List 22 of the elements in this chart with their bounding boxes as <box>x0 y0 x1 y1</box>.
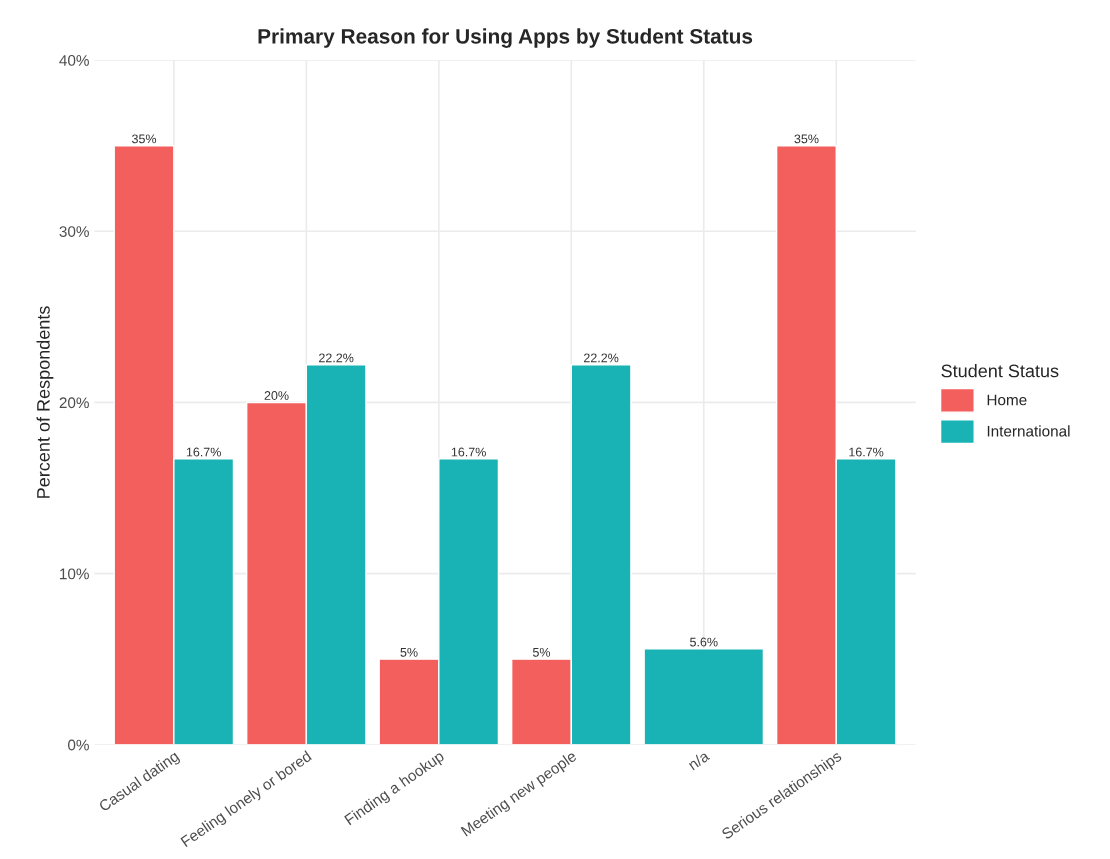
y-tick-label: 20% <box>59 397 89 409</box>
data-label: 20% <box>264 391 289 400</box>
legend-label: Home <box>987 394 1027 406</box>
y-tick-label: 30% <box>59 226 89 237</box>
x-tick-label: n/a <box>687 749 711 771</box>
data-label: 16.7% <box>451 447 486 457</box>
chart-title: Primary Reason for Using Apps by Student Status <box>258 28 753 48</box>
data-label: 35% <box>794 134 819 144</box>
data-label: 5% <box>400 647 418 657</box>
data-label: 22.2% <box>584 353 619 363</box>
y-tick-label: 0% <box>68 739 89 751</box>
data-label: 16.7% <box>186 447 221 457</box>
y-tick-label: 10% <box>60 568 89 580</box>
legend-label: International <box>987 425 1070 437</box>
data-label: 5.6% <box>690 637 718 647</box>
data-label: 5% <box>532 647 551 657</box>
legend-title: Student Status <box>941 364 1059 378</box>
data-label: 35% <box>132 134 157 144</box>
y-axis-title: Percent of Respondents <box>36 306 54 498</box>
y-tick-label: 40% <box>59 55 89 66</box>
data-label: 16.7% <box>849 447 884 457</box>
data-label: 22.2% <box>319 353 354 363</box>
